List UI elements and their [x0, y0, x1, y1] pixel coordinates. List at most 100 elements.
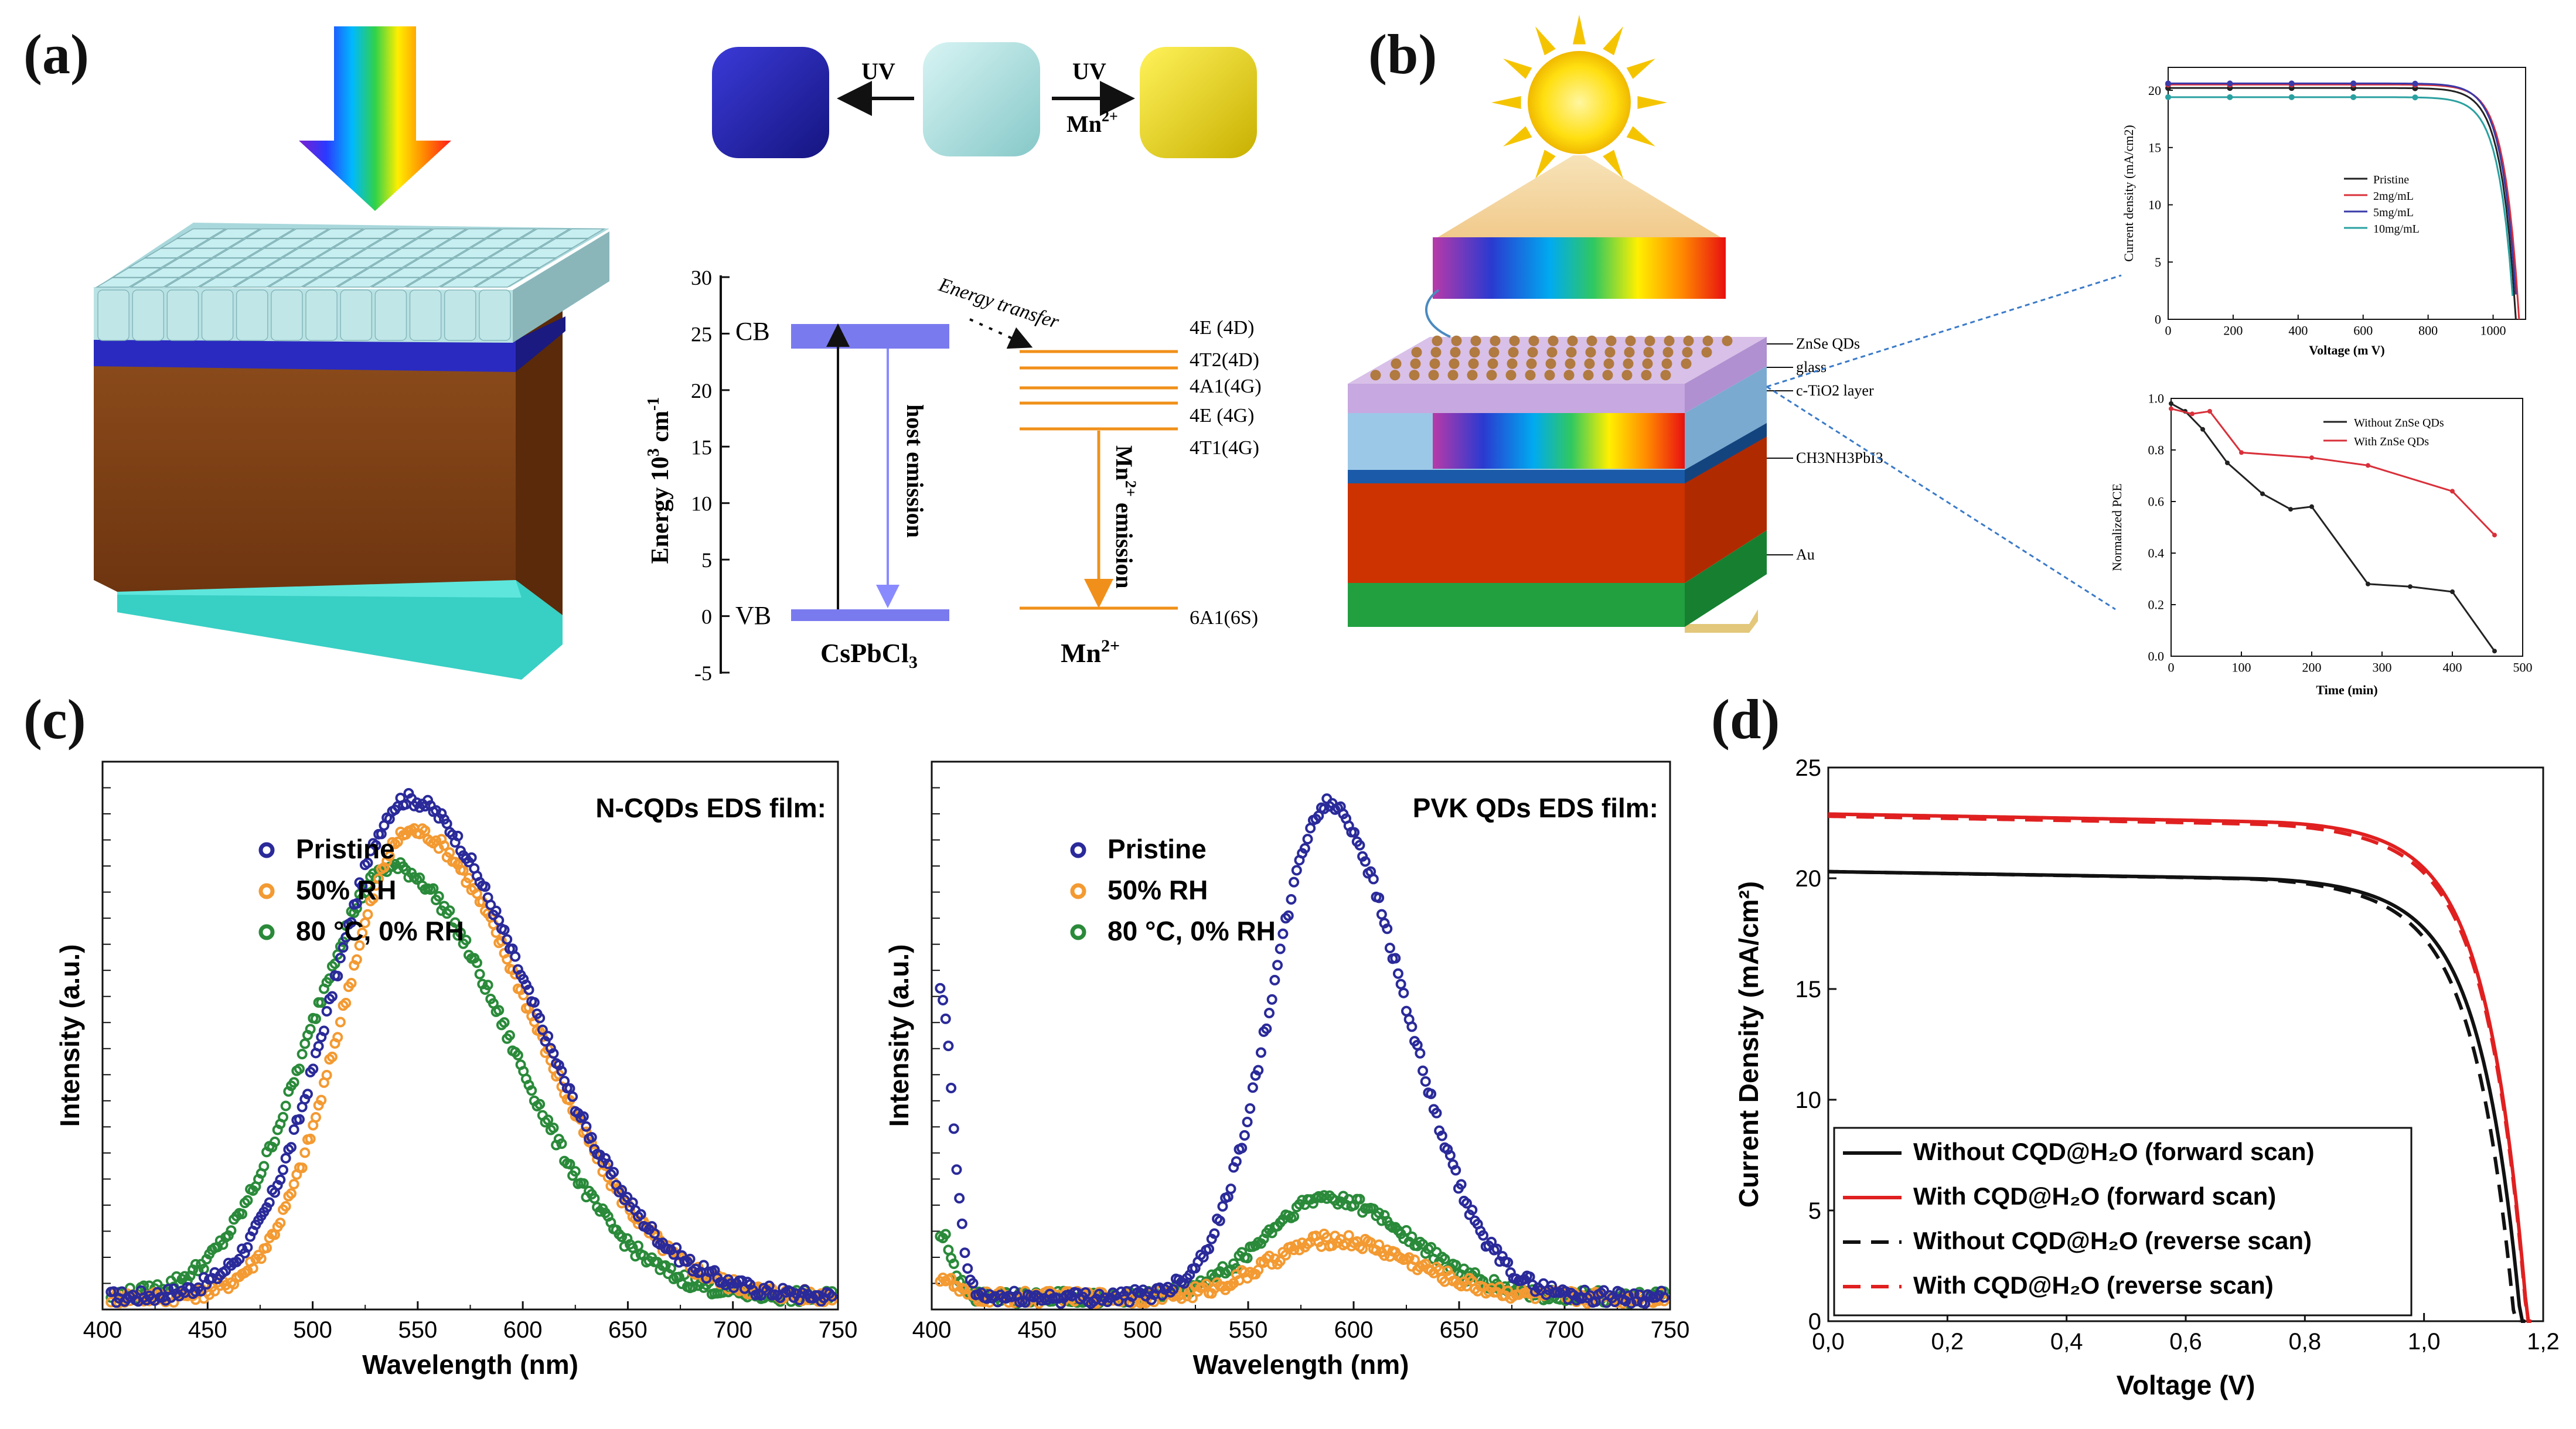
x-tick-label: 0 — [2168, 660, 2175, 674]
data-point — [564, 1159, 575, 1170]
data-point — [1450, 1165, 1461, 1176]
data-point — [1384, 943, 1395, 954]
data-point — [493, 1005, 505, 1016]
series-line — [1828, 814, 2531, 1323]
qd-dot — [1722, 335, 1733, 346]
layer-label: glass — [1796, 359, 1827, 376]
y-axis-label: Intensity (a.u.) — [54, 944, 85, 1127]
energy-tick-label: 20 — [691, 379, 712, 403]
qd-dot — [1661, 358, 1672, 369]
series-marker — [2207, 409, 2212, 414]
svg-text:Mn2+: Mn2+ — [1066, 108, 1118, 137]
x-tick-label: 450 — [188, 1317, 227, 1343]
data-point — [335, 953, 346, 964]
cube-front — [340, 289, 373, 341]
data-point — [247, 1263, 258, 1274]
data-point — [543, 1031, 554, 1042]
qd-dot — [1525, 370, 1536, 381]
series-line — [2168, 82, 2517, 295]
svg-text:Mn2+ emission: Mn2+ emission — [1111, 445, 1139, 589]
series-line — [2168, 96, 2514, 296]
data-point — [302, 1089, 313, 1100]
cube-front — [374, 289, 407, 341]
data-point — [1418, 1065, 1429, 1076]
cube-tile — [175, 228, 227, 239]
qd-dot — [1450, 347, 1461, 358]
data-point — [1176, 1293, 1187, 1304]
series-marker — [2412, 80, 2418, 87]
data-point — [1261, 1023, 1272, 1034]
data-point — [1157, 1294, 1168, 1305]
sun-icon — [1491, 15, 1667, 190]
data-point — [523, 984, 534, 995]
layer-labels: ZnSe QDs glass c-TiO2 layer CH3NH3PbI3 Au — [1767, 335, 1883, 563]
data-point — [1201, 1278, 1212, 1290]
qd-dot — [1621, 370, 1633, 381]
energy-tick-label: -5 — [694, 661, 712, 685]
qd-dot — [1451, 335, 1462, 346]
data-point — [1242, 1116, 1253, 1127]
data-point — [466, 852, 477, 863]
data-point — [482, 980, 493, 991]
level-label: 4T2(4D) — [1190, 349, 1259, 371]
y-tick-label: 25 — [1795, 755, 1822, 781]
qd-dot — [1603, 358, 1614, 369]
x-tick-label: 600 — [503, 1317, 543, 1343]
energy-axis-ticks: 30 25 20 15 10 5 0 -5 — [691, 266, 730, 685]
x-tick-label: 1000 — [2480, 323, 2506, 337]
energy-tick-label: 10 — [691, 492, 712, 516]
series-marker — [2350, 94, 2357, 100]
data-point — [1406, 1231, 1418, 1242]
energy-tick-label: 5 — [701, 548, 712, 572]
data-point — [280, 1152, 291, 1164]
data-point — [340, 932, 352, 943]
data-point — [616, 1232, 628, 1243]
data-point — [351, 954, 362, 965]
data-point — [201, 1254, 212, 1265]
data-point — [1277, 928, 1289, 939]
data-point — [471, 957, 482, 968]
rainbow-light-arrow-icon — [299, 26, 451, 211]
data-point — [556, 1138, 567, 1150]
energy-axis-label: Energy 10 — [647, 456, 674, 564]
data-point — [1494, 1281, 1505, 1292]
series-marker — [2309, 455, 2314, 461]
plot-frame — [2170, 398, 2523, 657]
sun-ray — [1603, 149, 1623, 179]
data-point — [1444, 1150, 1456, 1161]
spectrum-bar-top — [1433, 237, 1726, 299]
data-point — [299, 1147, 311, 1158]
qd-dot — [1430, 347, 1442, 358]
data-point — [294, 1063, 305, 1075]
qd-dot — [1468, 358, 1479, 369]
data-point — [1415, 1048, 1426, 1059]
series-marker — [2288, 507, 2293, 512]
data-point — [540, 1036, 551, 1047]
data-point — [316, 1094, 327, 1106]
data-point — [1640, 1298, 1651, 1309]
series-marker — [2366, 463, 2370, 468]
legend-label: With ZnSe QDs — [2354, 435, 2429, 448]
data-point — [392, 836, 403, 847]
solar-cell-device — [1348, 289, 1767, 633]
data-point — [242, 1265, 253, 1276]
energy-tick-label: 30 — [691, 266, 712, 289]
legend-label: With CQD@H₂O (forward scan) — [1913, 1182, 2276, 1210]
cube-front — [409, 289, 442, 341]
data-point — [449, 917, 461, 928]
x-tick-label: 650 — [1440, 1317, 1479, 1343]
ion-name: Mn — [1061, 638, 1101, 668]
qd-dot — [1583, 370, 1594, 381]
y-axis-label: Current Density (mA/cm²) — [1733, 881, 1764, 1208]
x-tick-label: 600 — [2353, 323, 2373, 337]
data-point — [367, 893, 379, 904]
cube-front — [97, 289, 130, 341]
qd-dot — [1391, 358, 1402, 369]
data-point — [1080, 1287, 1091, 1298]
qd-dot — [1486, 370, 1497, 381]
qd-dot — [1410, 358, 1421, 369]
data-point — [1467, 1205, 1478, 1216]
series-marker — [2200, 427, 2205, 432]
y-axis-label: Intensity (a.u.) — [884, 944, 914, 1127]
